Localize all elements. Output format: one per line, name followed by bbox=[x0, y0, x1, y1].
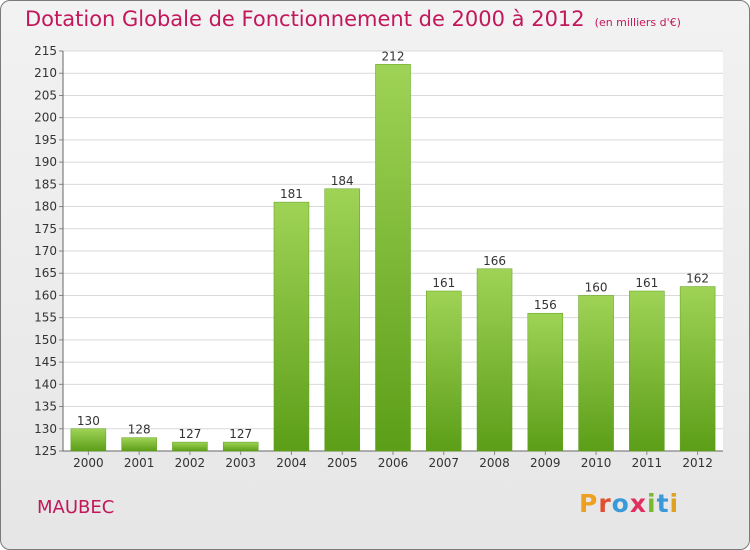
x-tick-label-2008: 2008 bbox=[479, 456, 510, 470]
data-label-2007: 161 bbox=[432, 276, 455, 290]
data-labels: 130 128 127 127 181 184 212 161 166 156 160 161 162 bbox=[77, 49, 709, 441]
y-tick-label: 190 bbox=[34, 155, 57, 169]
bar-2008 bbox=[476, 268, 513, 452]
y-tick-label: 185 bbox=[34, 177, 57, 191]
x-tick-label-2012: 2012 bbox=[682, 456, 713, 470]
y-tick-label: 165 bbox=[34, 266, 57, 280]
y-tick-label: 125 bbox=[34, 444, 57, 458]
logo-letter: P bbox=[579, 489, 599, 518]
bar-2004 bbox=[273, 201, 310, 452]
y-tick-label: 155 bbox=[34, 311, 57, 325]
data-label-2008: 166 bbox=[483, 254, 506, 268]
y-tick-label: 140 bbox=[34, 377, 57, 391]
bars bbox=[70, 64, 716, 452]
x-tick-label-2005: 2005 bbox=[327, 456, 358, 470]
x-tick-label-2010: 2010 bbox=[581, 456, 612, 470]
logo-letter: i bbox=[647, 489, 657, 518]
bar-2002 bbox=[172, 441, 208, 452]
y-tick-label: 210 bbox=[34, 66, 57, 80]
bar-2009 bbox=[527, 312, 564, 452]
y-tick-label: 130 bbox=[34, 422, 57, 436]
y-tick-label: 200 bbox=[34, 111, 57, 125]
bar-2006 bbox=[375, 64, 411, 452]
commune-name: MAUBEC bbox=[37, 497, 115, 518]
y-tick-label: 150 bbox=[34, 333, 57, 347]
data-label-2005: 184 bbox=[331, 174, 354, 188]
bar-2011 bbox=[629, 290, 665, 452]
y-tick-label: 175 bbox=[34, 222, 57, 236]
y-tick-label: 215 bbox=[34, 44, 57, 58]
data-label-2009: 156 bbox=[534, 298, 557, 312]
x-tick-label-2001: 2001 bbox=[124, 456, 155, 470]
data-label-2012: 162 bbox=[686, 272, 709, 286]
bar-2003 bbox=[222, 441, 259, 452]
logo-letter: o bbox=[611, 489, 630, 518]
y-tick-label: 205 bbox=[34, 88, 57, 102]
data-label-2004: 181 bbox=[280, 187, 303, 201]
bar-2001 bbox=[121, 437, 157, 452]
bar-2005 bbox=[324, 188, 360, 452]
data-label-2011: 161 bbox=[635, 276, 658, 290]
logo-letter: x bbox=[629, 489, 647, 518]
x-tick-label-2009: 2009 bbox=[530, 456, 561, 470]
data-label-2003: 127 bbox=[229, 427, 252, 441]
y-tick-label: 170 bbox=[34, 244, 57, 258]
y-tick-label: 135 bbox=[34, 400, 57, 414]
logo-letter: t bbox=[656, 489, 670, 518]
chart-title-text: Dotation Globale de Fonctionnement de 20… bbox=[25, 7, 585, 31]
x-tick-label-2000: 2000 bbox=[73, 456, 104, 470]
y-tick-label: 160 bbox=[34, 288, 57, 302]
x-tick-label-2007: 2007 bbox=[428, 456, 459, 470]
data-label-2006: 212 bbox=[382, 49, 405, 63]
logo-letter: r bbox=[598, 489, 612, 518]
y-tick-label: 195 bbox=[34, 133, 57, 147]
x-tick-label-2003: 2003 bbox=[225, 456, 256, 470]
logo-letter: i bbox=[669, 489, 680, 518]
bar-2012 bbox=[679, 286, 716, 452]
x-tick-labels: 2000 2001 2002 2003 2004 2005 2006 2007 2008 2009… bbox=[73, 456, 713, 470]
x-tick-label-2011: 2011 bbox=[632, 456, 663, 470]
x-tick-label-2006: 2006 bbox=[378, 456, 409, 470]
data-label-2002: 127 bbox=[178, 427, 201, 441]
data-label-2001: 128 bbox=[128, 423, 151, 437]
data-label-2000: 130 bbox=[77, 414, 100, 428]
chart-title: Dotation Globale de Fonctionnement de 20… bbox=[25, 7, 681, 31]
bar-2000 bbox=[70, 428, 107, 452]
y-tick-labels: 125 130 135 140 145 150 155 160 165 170 175 180 185 1… bbox=[34, 44, 57, 458]
bar-2010 bbox=[578, 295, 614, 452]
y-tick-label: 145 bbox=[34, 355, 57, 369]
x-tick-label-2004: 2004 bbox=[276, 456, 307, 470]
y-tick-label: 180 bbox=[34, 200, 57, 214]
proxiti-logo: Proxiti bbox=[579, 489, 679, 518]
bar-2007 bbox=[426, 290, 462, 452]
x-tick-label-2002: 2002 bbox=[175, 456, 206, 470]
unit-note: (en milliers d'€) bbox=[594, 16, 681, 29]
data-label-2010: 160 bbox=[585, 280, 608, 294]
